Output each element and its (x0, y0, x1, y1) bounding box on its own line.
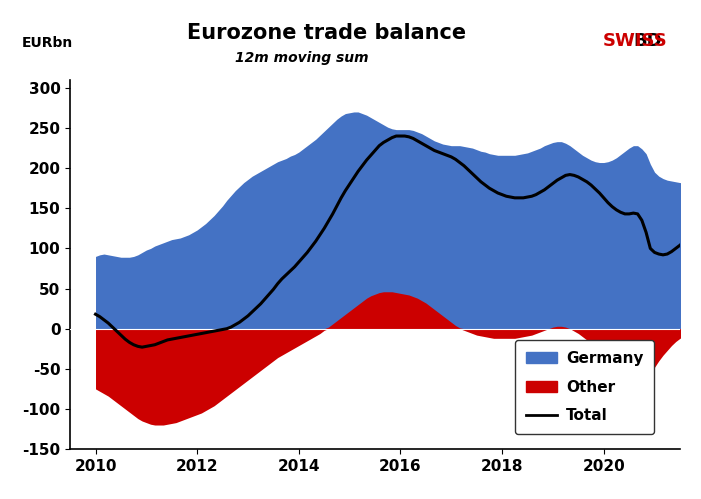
Text: 12m moving sum: 12m moving sum (235, 51, 369, 65)
Text: Eurozone trade balance: Eurozone trade balance (186, 23, 465, 43)
Text: BD: BD (633, 32, 662, 50)
Text: EURbn: EURbn (21, 36, 73, 50)
Text: SWISS: SWISS (603, 32, 668, 50)
Legend: Germany, Other, Total: Germany, Other, Total (515, 340, 654, 434)
